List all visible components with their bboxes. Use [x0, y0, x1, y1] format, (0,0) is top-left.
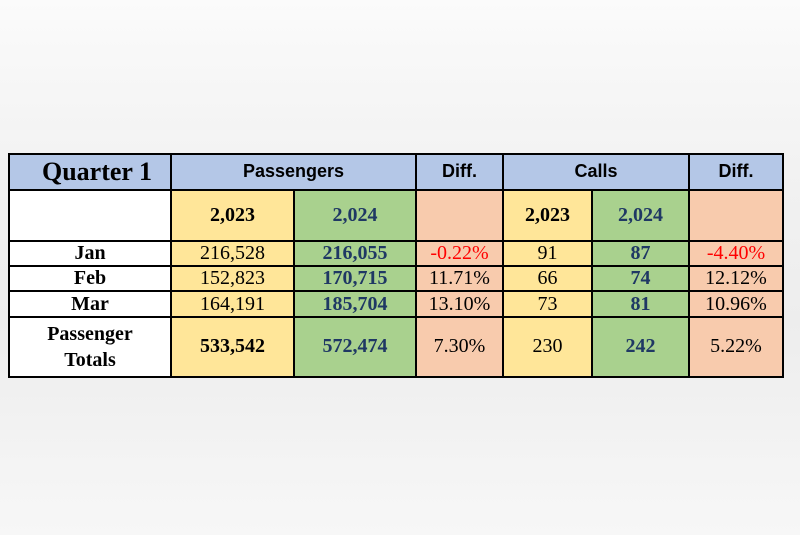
passengers-prev-value: 152,823: [170, 264, 295, 293]
calls-curr-total: 242: [591, 315, 691, 379]
row-label: Mar: [8, 290, 172, 318]
calls-diff-value: 12.12%: [688, 264, 785, 293]
calls-prev-year: 2,023: [502, 188, 594, 242]
table-row-mar: Mar 164,191 185,704 13.10% 73 81 10.96%: [8, 290, 785, 318]
calls-diff-blank: [688, 188, 785, 242]
calls-header: Calls: [502, 153, 691, 191]
calls-diff-value: -4.40%: [688, 239, 785, 268]
passengers-curr-value: 216,055: [292, 239, 418, 268]
passengers-diff-header: Diff.: [415, 153, 505, 191]
row-label: Feb: [8, 264, 172, 293]
calls-prev-value: 66: [502, 264, 594, 293]
table-row-feb: Feb 152,823 170,715 11.71% 66 74 12.12%: [8, 264, 785, 293]
passengers-prev-value: 216,528: [170, 239, 295, 268]
passengers-curr-value: 170,715: [292, 264, 418, 293]
table-row-jan: Jan 216,528 216,055 -0.22% 91 87 -4.40%: [8, 239, 785, 268]
group-header-row: Quarter 1 Passengers Diff. Calls Diff.: [8, 153, 785, 191]
passengers-diff-value: 13.10%: [415, 290, 505, 318]
passengers-curr-value: 185,704: [292, 290, 418, 318]
quarter-table: Quarter 1 Passengers Diff. Calls Diff. 2…: [8, 153, 785, 379]
row-label: Jan: [8, 239, 172, 268]
calls-curr-value: 81: [591, 290, 691, 318]
calls-diff-value: 10.96%: [688, 290, 785, 318]
passengers-curr-year: 2,024: [292, 188, 418, 242]
calls-curr-value: 87: [591, 239, 691, 268]
passengers-diff-value: -0.22%: [415, 239, 505, 268]
calls-diff-header: Diff.: [688, 153, 785, 191]
passengers-prev-total: 533,542: [170, 315, 295, 379]
empty-corner-cell: [8, 188, 172, 242]
passengers-diff-value: 11.71%: [415, 264, 505, 293]
calls-prev-value: 91: [502, 239, 594, 268]
passengers-prev-year: 2,023: [170, 188, 295, 242]
calls-curr-value: 74: [591, 264, 691, 293]
totals-label-line1: Passenger: [47, 322, 133, 345]
table-row-totals: Passenger Totals 533,542 572,474 7.30% 2…: [8, 315, 785, 379]
totals-label: Passenger Totals: [8, 315, 172, 379]
totals-label-line2: Totals: [64, 348, 116, 371]
passengers-diff-total: 7.30%: [415, 315, 505, 379]
passengers-prev-value: 164,191: [170, 290, 295, 318]
calls-diff-total: 5.22%: [688, 315, 785, 379]
passengers-curr-total: 572,474: [292, 315, 418, 379]
calls-prev-value: 73: [502, 290, 594, 318]
year-header-row: 2,023 2,024 2,023 2,024: [8, 188, 785, 242]
passengers-diff-blank: [415, 188, 505, 242]
passengers-header: Passengers: [169, 153, 418, 191]
calls-curr-year: 2,024: [591, 188, 691, 242]
quarter-title: Quarter 1: [8, 153, 172, 191]
calls-prev-total: 230: [502, 315, 594, 379]
